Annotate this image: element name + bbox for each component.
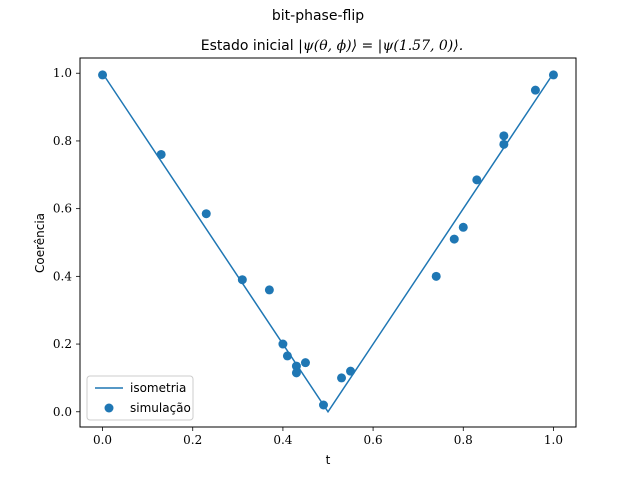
scatter-point	[98, 70, 108, 80]
y-tick-label: 0.8	[53, 134, 72, 148]
scatter-point	[282, 351, 292, 361]
axes-frame	[79, 57, 577, 428]
x-axis-label: t	[326, 453, 331, 467]
chart-title: bit-phase-flip	[272, 8, 364, 24]
x-tick-label: 0.0	[93, 433, 112, 447]
y-axis-label: Coerência	[33, 213, 47, 273]
y-axis-ticks: 0.0 0.2 0.4 0.6 0.8 1.0	[53, 66, 80, 419]
scatter-point	[264, 285, 274, 295]
legend-frame	[86, 375, 194, 421]
scatter-point	[530, 85, 540, 95]
scatter-point	[499, 131, 509, 141]
y-tick-label: 0.0	[53, 405, 72, 419]
y-tick-label: 1.0	[53, 66, 72, 80]
scatter-point	[346, 366, 356, 376]
legend-marker-swatch	[104, 403, 114, 413]
scatter-point	[449, 234, 459, 244]
scatter-point	[472, 175, 482, 185]
x-tick-label: 0.2	[183, 433, 202, 447]
y-tick-label: 0.4	[53, 269, 72, 283]
scatter-point	[431, 271, 441, 281]
x-tick-label: 0.6	[364, 433, 383, 447]
scatter-point	[499, 139, 509, 149]
scatter-point	[337, 373, 347, 383]
plot-area	[98, 70, 558, 414]
scatter-point	[318, 400, 328, 410]
x-tick-label: 1.0	[544, 433, 563, 447]
scatter-point	[300, 358, 310, 368]
legend: isometria simulação	[86, 375, 194, 421]
y-tick-label: 0.2	[53, 337, 72, 351]
subtitle-prefix: Estado inicial	[201, 38, 298, 54]
series-line-isometria	[101, 72, 555, 414]
y-tick-label: 0.6	[53, 202, 72, 216]
scatter-point	[291, 368, 301, 378]
subtitle-math: |ψ(θ, ϕ)⟩ = |ψ(1.57, 0)⟩.	[298, 38, 463, 54]
chart-subtitle: Estado inicial |ψ(θ, ϕ)⟩ = |ψ(1.57, 0)⟩.	[201, 38, 463, 54]
scatter-point	[291, 361, 301, 371]
scatter-point	[201, 209, 211, 219]
scatter-point	[278, 339, 288, 349]
legend-label-isometria: isometria	[130, 381, 186, 395]
x-axis-ticks: 0.0 0.2 0.4 0.6 0.8 1.0	[93, 427, 563, 447]
scatter-point	[156, 149, 166, 159]
scatter-point	[548, 70, 558, 80]
scatter-point	[458, 222, 468, 232]
scatter-point	[237, 275, 247, 285]
legend-label-simulacao: simulação	[130, 401, 191, 415]
x-tick-label: 0.4	[273, 433, 292, 447]
x-tick-label: 0.8	[454, 433, 473, 447]
